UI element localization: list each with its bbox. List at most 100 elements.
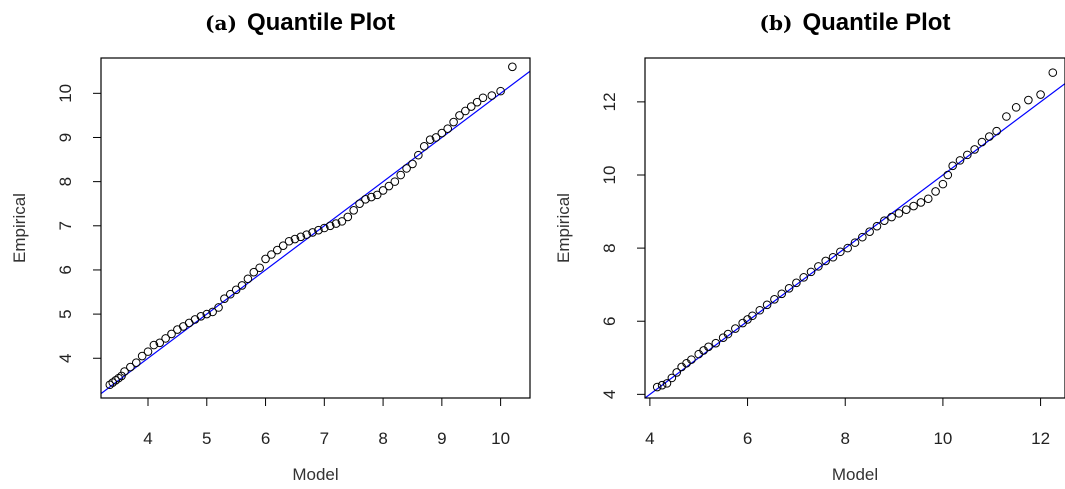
chart-1-point-30 [843, 243, 852, 253]
chart-0-point-55 [414, 150, 423, 160]
chart-0-point-48 [372, 190, 382, 200]
chart-1-point-42 [931, 187, 940, 196]
chart-0-point-50 [384, 181, 394, 191]
chart-1-point-22 [784, 284, 794, 293]
chart-0-plot-frame [100, 57, 531, 399]
chart-1-point-35 [880, 216, 889, 225]
chart-0-point-12 [161, 334, 170, 343]
chart-0-point-26 [243, 274, 253, 284]
chart-0-point-41 [331, 219, 341, 228]
chart-0-point-20 [208, 307, 217, 317]
chart-1-ytick-label-3: 10 [600, 166, 619, 185]
chart-0-point-17 [190, 315, 200, 324]
chart-0-point-57 [425, 135, 435, 144]
chart-0-xtick-label-1: 5 [202, 429, 211, 448]
chart-1-ytick-label-2: 8 [600, 243, 619, 252]
chart-0-ytick-label-3: 7 [56, 221, 75, 230]
chart-1-point-46 [955, 156, 965, 165]
chart-0-point-45 [355, 199, 364, 209]
chart-1-xtick-label-2: 8 [840, 429, 849, 448]
chart-0-xtick-label-6: 10 [491, 429, 510, 448]
chart-0-point-13 [167, 329, 176, 339]
chart-1-point-31 [850, 238, 860, 247]
chart-0-point-56 [419, 142, 429, 151]
chart-0-point-43 [343, 212, 353, 222]
chart-1-point-37 [894, 209, 904, 218]
chart-0-point-44 [349, 206, 358, 215]
chart-1-xtick-label-0: 4 [645, 429, 654, 448]
chart-1-point-13 [723, 329, 733, 339]
chart-1-point-29 [836, 247, 845, 257]
chart-1-point-23 [792, 278, 801, 288]
chart-1-xlabel: Model [832, 465, 878, 484]
chart-1-point-3 [667, 373, 677, 383]
chart-0-xtick-label-3: 7 [320, 429, 329, 448]
chart-0-point-8 [137, 351, 147, 361]
chart-0-point-19 [202, 309, 212, 319]
chart-0-point-18 [196, 312, 206, 321]
chart-0-xtick-label-5: 9 [437, 429, 446, 448]
chart-0-title: (a) Quantile Plot [205, 9, 395, 36]
chart-0-point-33 [284, 236, 294, 246]
chart-0-point-69 [508, 62, 517, 72]
chart-1-xtick-label-3: 10 [933, 429, 952, 448]
chart-1-point-7 [687, 355, 696, 364]
chart-1-point-44 [943, 170, 953, 180]
chart-1-point-43 [938, 179, 948, 189]
chart-1-point-32 [858, 232, 867, 242]
chart-0-xtick-label-2: 6 [261, 429, 270, 448]
chart-1-point-41 [923, 194, 933, 204]
chart-0-point-61 [449, 117, 458, 127]
chart-0-point-37 [308, 228, 317, 237]
chart-1-title-text: Quantile Plot [802, 9, 950, 36]
chart-1-point-26 [814, 262, 823, 271]
chart-0-point-67 [487, 91, 497, 100]
chart-1-point-2 [662, 379, 672, 388]
chart-0-ytick-label-6: 10 [56, 84, 75, 103]
chart-0-point-27 [249, 267, 259, 277]
chart-0-point-7 [131, 358, 141, 367]
chart-0-title-text: Quantile Plot [247, 9, 395, 36]
chart-1-point-10 [704, 342, 713, 352]
chart-0-point-10 [149, 340, 159, 350]
chart-0-ytick-label-0: 4 [56, 354, 75, 363]
chart-1-point-51 [992, 126, 1001, 136]
chart-0-point-36 [302, 230, 311, 239]
chart-0-point-25 [237, 281, 247, 290]
chart-0-point-24 [231, 285, 241, 295]
chart-0-point-64 [466, 102, 476, 111]
chart-1-ytick-label-4: 12 [600, 92, 619, 111]
chart-0-point-52 [396, 170, 406, 180]
chart-1-point-47 [963, 150, 972, 160]
chart-0-point-40 [325, 221, 335, 231]
chart-1-point-52 [1002, 112, 1011, 121]
chart-1-point-49 [977, 137, 987, 147]
chart-0-xtick-label-0: 4 [143, 429, 152, 448]
chart-0-point-66 [478, 93, 488, 103]
chart-0-point-21 [214, 303, 223, 312]
chart-0-point-0 [105, 380, 115, 390]
chart-1-point-55 [1036, 90, 1045, 99]
chart-0-point-47 [367, 192, 376, 202]
chart-1-point-27 [821, 256, 830, 266]
chart-0-point-63 [461, 106, 470, 116]
chart-0-point-9 [143, 347, 153, 356]
chart-1-point-28 [828, 252, 838, 262]
chart-1-point-54 [1024, 95, 1033, 105]
chart-0-point-5 [120, 367, 129, 376]
chart-1-point-20 [770, 294, 779, 304]
chart-0-ytick-label-1: 5 [56, 309, 75, 318]
chart-1-point-11 [711, 338, 721, 348]
chart-0-ytick-label-5: 9 [56, 133, 75, 142]
chart-1-point-24 [799, 273, 809, 282]
chart-1-point-0 [652, 382, 662, 392]
chart-0-point-42 [337, 217, 347, 226]
chart-0-point-62 [455, 111, 464, 120]
chart-0-point-34 [290, 234, 300, 244]
chart-1-point-40 [916, 198, 926, 207]
chart-1-point-36 [887, 212, 896, 222]
chart-1-panel: (b) Quantile Plot 4 6 8 10 12 4 6 8 10 12 Model Empir… [554, 9, 1065, 484]
chart-0-point-53 [402, 164, 411, 173]
chart-1-point-34 [872, 221, 882, 231]
